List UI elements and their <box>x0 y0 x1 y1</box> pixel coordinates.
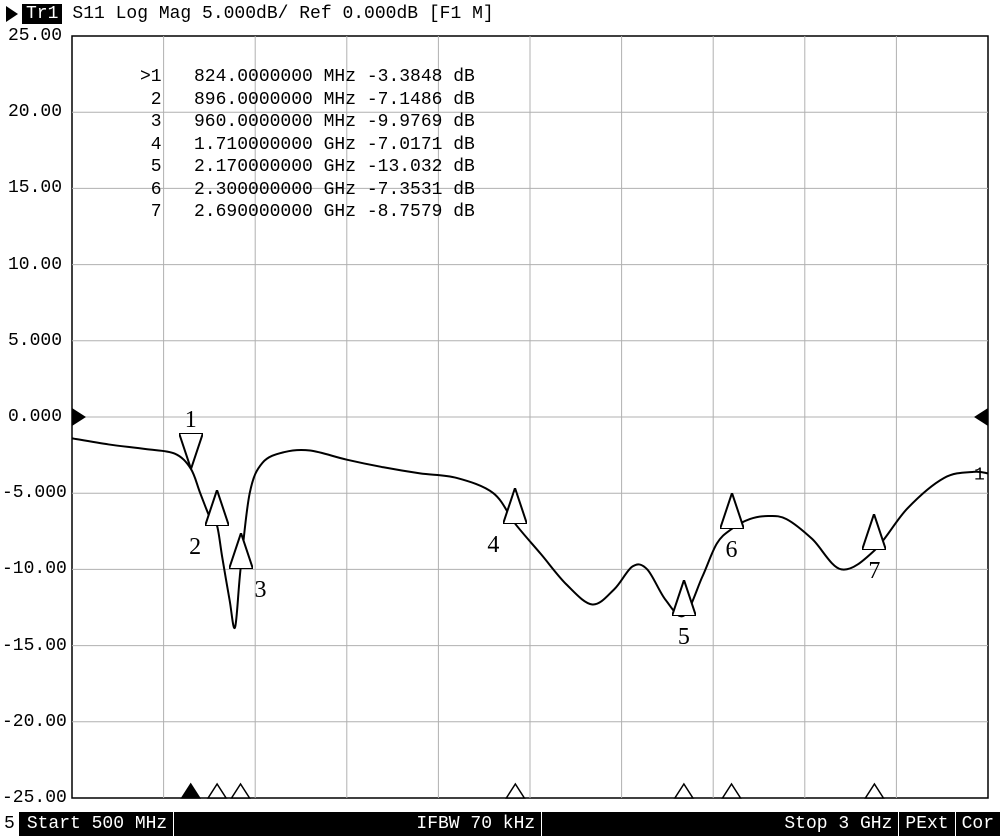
y-tick-label: 20.00 <box>2 102 62 122</box>
marker-row: 4 1.710000000 GHz -7.0171 dB <box>140 134 475 157</box>
y-tick-label: -5.000 <box>2 483 62 503</box>
start-freq[interactable]: Start 500 MHz <box>21 812 174 836</box>
marker-row: 7 2.690000000 GHz -8.7579 dB <box>140 201 475 224</box>
trace-header: Tr1 S11 Log Mag 5.000dB/ Ref 0.000dB [F1… <box>6 4 494 24</box>
y-tick-label: -15.00 <box>2 636 62 656</box>
status-bar: 5 Start 500 MHz IFBW 70 kHz Stop 3 GHz P… <box>0 812 1000 836</box>
s11-plot[interactable]: 1 25.0020.0015.0010.005.0000.000-5.000-1… <box>0 30 1000 810</box>
marker-row: >1 824.0000000 MHz -3.3848 dB <box>140 66 475 89</box>
y-tick-label: -20.00 <box>2 712 62 732</box>
y-tick-label: 15.00 <box>2 178 62 198</box>
y-tick-label: -10.00 <box>2 559 62 579</box>
marker-row: 6 2.300000000 GHz -7.3531 dB <box>140 179 475 202</box>
y-tick-label: 25.00 <box>2 26 62 46</box>
trace-title: S11 Log Mag 5.000dB/ Ref 0.000dB [F1 M] <box>72 4 493 24</box>
svg-text:1: 1 <box>974 465 985 485</box>
y-tick-label: 10.00 <box>2 255 62 275</box>
marker-row: 3 960.0000000 MHz -9.9769 dB <box>140 111 475 134</box>
y-tick-label: -25.00 <box>2 788 62 808</box>
channel-indicator[interactable]: 5 <box>0 812 21 836</box>
play-icon <box>6 6 18 22</box>
marker-row: 2 896.0000000 MHz -7.1486 dB <box>140 89 475 112</box>
y-tick-label: 5.000 <box>2 331 62 351</box>
cor-indicator: Cor <box>956 812 1000 836</box>
y-tick-label: 0.000 <box>2 407 62 427</box>
marker-row: 5 2.170000000 GHz -13.032 dB <box>140 156 475 179</box>
stop-freq[interactable]: Stop 3 GHz <box>778 812 899 836</box>
ifbw-indicator: IFBW 70 kHz <box>410 812 542 836</box>
pext-indicator: PExt <box>899 812 955 836</box>
marker-readout-table: >1 824.0000000 MHz -3.3848 dB 2 896.0000… <box>140 66 475 224</box>
trace-id-box: Tr1 <box>22 4 62 24</box>
